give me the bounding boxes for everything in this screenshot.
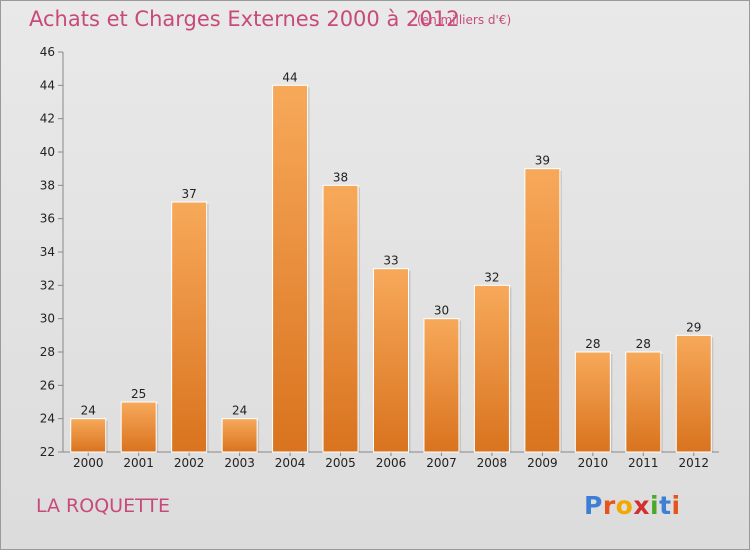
y-tick-label: 30 [40, 312, 55, 326]
x-tick-label: 2003 [224, 456, 255, 470]
x-tick-label: 2001 [123, 456, 154, 470]
y-tick-label: 46 [40, 45, 55, 59]
value-label: 32 [484, 270, 499, 284]
bar-2011 [625, 351, 662, 453]
bar-2002 [171, 201, 208, 453]
y-tick-label: 44 [40, 78, 55, 92]
y-tick-label: 40 [40, 145, 55, 159]
logo-letter: P [584, 491, 603, 520]
logo-letter: t [659, 491, 672, 520]
y-tick-label: 42 [40, 112, 55, 126]
x-tick-label: 2008 [477, 456, 508, 470]
y-tick-label: 34 [40, 245, 55, 259]
value-label: 28 [585, 337, 600, 351]
proxiti-logo: Proxiti [584, 491, 681, 520]
bar-2009 [524, 168, 561, 453]
x-tick-label: 2000 [73, 456, 104, 470]
y-tick-label: 22 [40, 445, 55, 459]
value-label: 33 [383, 254, 398, 268]
y-tick-label: 24 [40, 412, 55, 426]
y-tick-label: 36 [40, 212, 55, 226]
x-tick-label: 2012 [678, 456, 709, 470]
bar-2008 [473, 284, 510, 453]
value-label: 29 [686, 320, 701, 334]
x-tick-label: 2009 [527, 456, 558, 470]
bar-2001 [120, 401, 157, 453]
x-tick-label: 2002 [174, 456, 205, 470]
logo-letter: i [650, 491, 660, 520]
bar-series [70, 84, 714, 453]
value-label: 37 [182, 187, 197, 201]
y-tick-label: 28 [40, 345, 55, 359]
commune-name: LA ROQUETTE [36, 495, 170, 517]
x-tick-label: 2010 [578, 456, 609, 470]
value-label: 44 [282, 70, 297, 84]
y-tick-label: 38 [40, 178, 55, 192]
bar-2012 [675, 334, 712, 453]
logo-letter: x [633, 491, 650, 520]
bar-2000 [70, 418, 107, 453]
value-label: 25 [131, 387, 146, 401]
x-tick-label: 2011 [628, 456, 659, 470]
x-tick-label: 2007 [426, 456, 457, 470]
y-tick-label: 26 [40, 378, 55, 392]
x-tick-label: 2005 [325, 456, 356, 470]
data-labels: 24 25 37 24 44 38 33 30 32 39 28 28 29 [81, 70, 702, 417]
value-label: 38 [333, 170, 348, 184]
bar-2010 [574, 351, 611, 453]
chart-title: Achats et Charges Externes 2000 à 2012 [29, 7, 460, 31]
value-label: 30 [434, 304, 449, 318]
value-label: 28 [636, 337, 651, 351]
x-tick-label: 2004 [275, 456, 306, 470]
value-label: 24 [81, 404, 96, 418]
bar-2004 [272, 84, 309, 453]
bar-2003 [221, 418, 258, 453]
bar-2007 [423, 318, 460, 453]
value-label: 24 [232, 404, 247, 418]
y-tick-label: 32 [40, 278, 55, 292]
chart-axes: 22 24 26 28 30 32 34 36 38 40 42 44 46 2000 2001 2002 20… [40, 45, 719, 470]
logo-letter: i [671, 491, 681, 520]
value-label: 39 [535, 154, 550, 168]
logo-letter: o [615, 491, 634, 520]
x-tick-label: 2006 [376, 456, 407, 470]
chart-subtitle: (en milliers d'€) [417, 13, 512, 27]
bar-2006 [373, 268, 409, 453]
logo-letter: r [602, 491, 616, 520]
bar-2005 [322, 184, 359, 453]
